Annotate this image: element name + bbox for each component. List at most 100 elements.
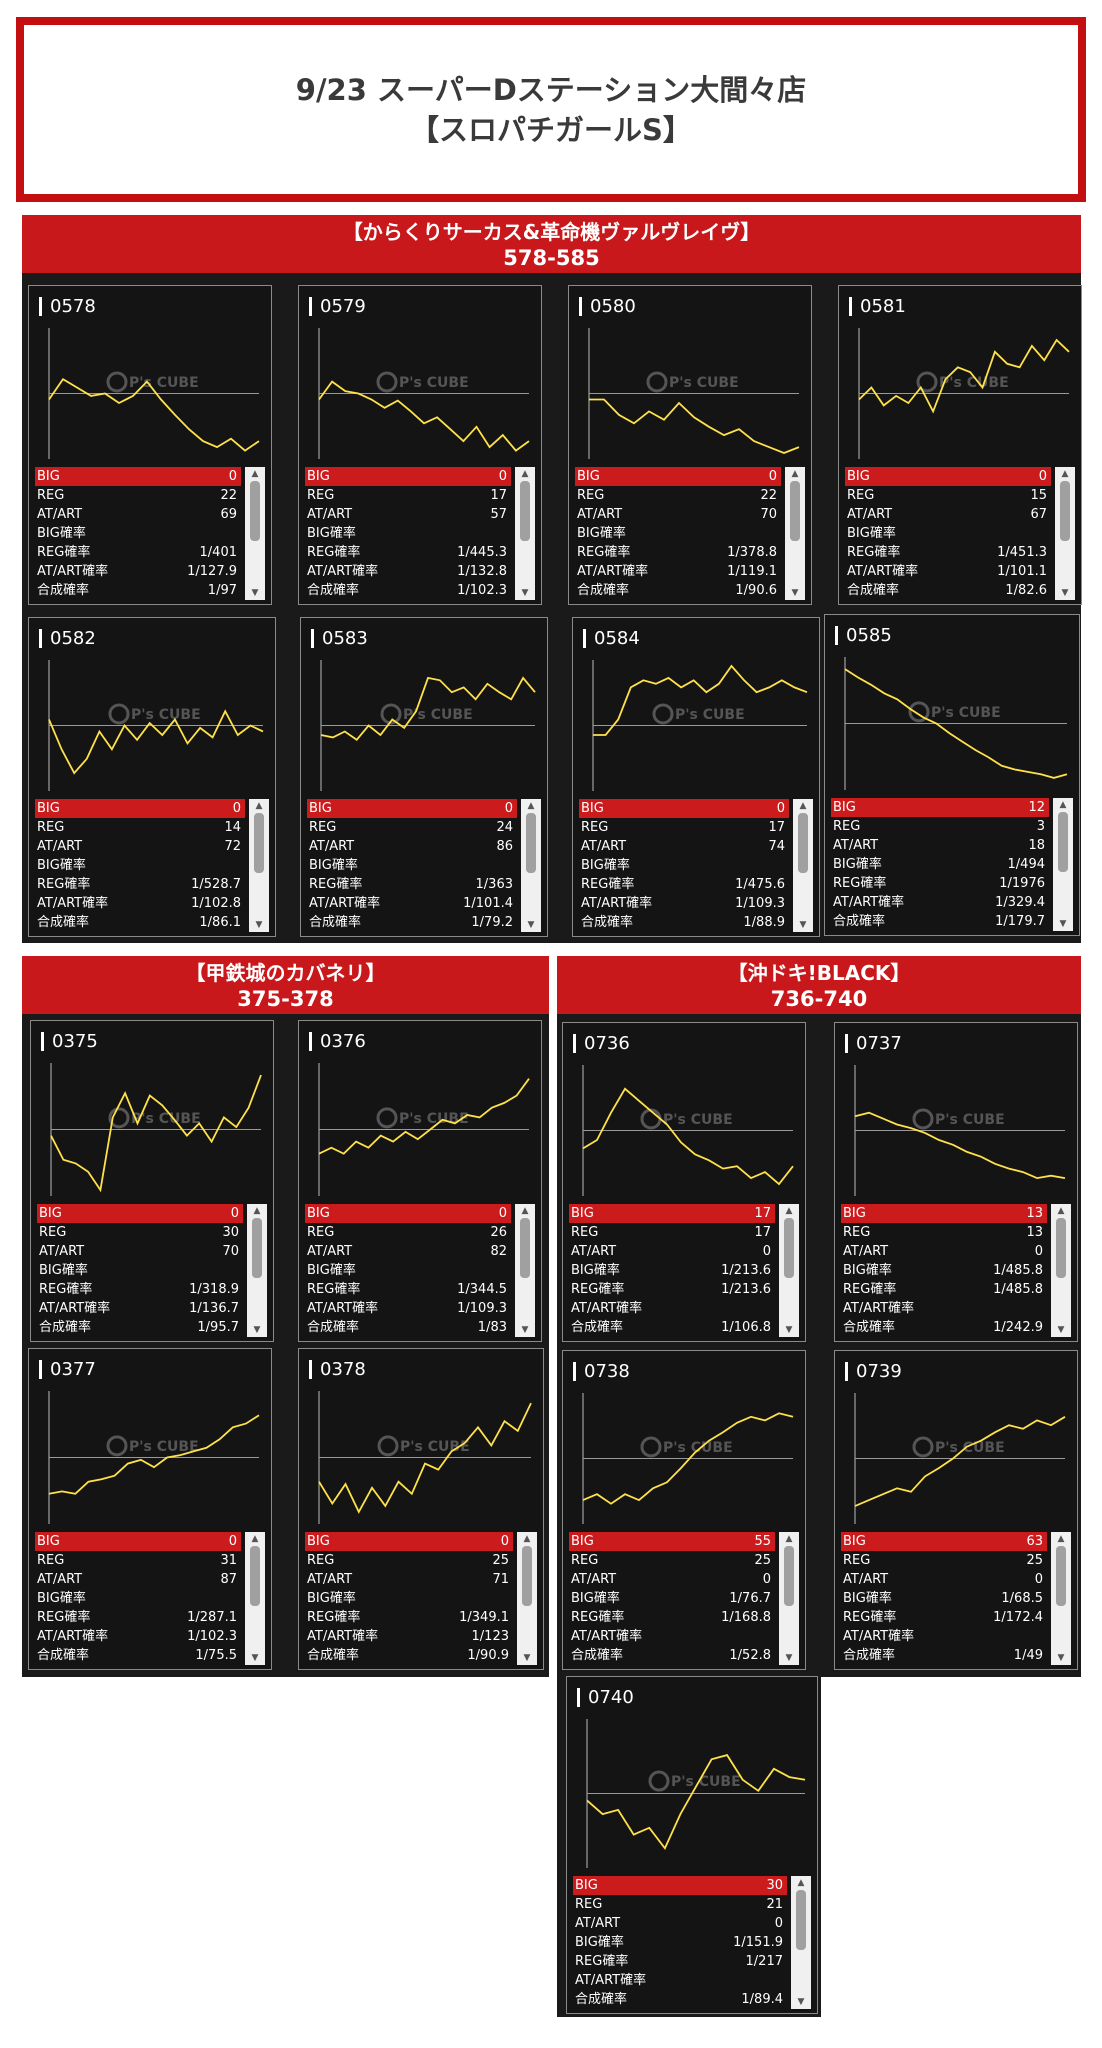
scroll-up-icon[interactable]: ▲ [1059, 800, 1067, 810]
stats-scrollbar[interactable]: ▲ ▼ [517, 1532, 537, 1665]
reg-prob-row: REG確率 1/318.9 [37, 1280, 243, 1299]
machine-card-0582: P's CUBE 0582 BIG 0 REG 14 AT/ART 72 BIG確率 REG確率 1… [28, 617, 276, 937]
scroll-up-icon[interactable]: ▲ [251, 1534, 259, 1544]
scroll-up-icon[interactable]: ▲ [1057, 1206, 1065, 1216]
scroll-down-icon[interactable]: ▼ [251, 1653, 259, 1663]
scroll-down-icon[interactable]: ▼ [1057, 1325, 1065, 1335]
scroll-thumb[interactable] [526, 813, 536, 873]
scroll-up-icon[interactable]: ▲ [791, 469, 799, 479]
stats-scrollbar[interactable]: ▲ ▼ [521, 799, 541, 932]
stats-scrollbar[interactable]: ▲ ▼ [779, 1532, 799, 1665]
scroll-thumb[interactable] [784, 1546, 794, 1606]
total-prob-row: 合成確率 1/179.7 [831, 912, 1049, 931]
scroll-down-icon[interactable]: ▼ [785, 1325, 793, 1335]
scroll-up-icon[interactable]: ▲ [799, 801, 807, 811]
watermark-icon [108, 703, 130, 725]
machine-number: 0375 [41, 1032, 98, 1051]
scroll-thumb[interactable] [522, 1546, 532, 1606]
stat-value: 0 [498, 469, 507, 484]
scroll-down-icon[interactable]: ▼ [523, 1653, 531, 1663]
scroll-up-icon[interactable]: ▲ [1061, 469, 1069, 479]
stats-scrollbar[interactable]: ▲ ▼ [515, 467, 535, 600]
stat-label: BIG [37, 1534, 60, 1549]
scroll-up-icon[interactable]: ▲ [797, 1878, 805, 1888]
scroll-down-icon[interactable]: ▼ [1057, 1653, 1065, 1663]
big-prob-row: BIG確率 1/494 [831, 855, 1049, 874]
scroll-up-icon[interactable]: ▲ [785, 1534, 793, 1544]
stat-label: REG [843, 1553, 871, 1568]
scroll-down-icon[interactable]: ▼ [1059, 919, 1067, 929]
scroll-thumb[interactable] [1060, 481, 1070, 541]
stat-label: BIG確率 [39, 1263, 88, 1278]
section-range: 578-585 [503, 246, 600, 270]
stats-scrollbar[interactable]: ▲ ▼ [245, 467, 265, 600]
watermark-icon [912, 1436, 934, 1458]
scroll-thumb[interactable] [520, 481, 530, 541]
scroll-up-icon[interactable]: ▲ [251, 469, 259, 479]
stats-scrollbar[interactable]: ▲ ▼ [1051, 1204, 1071, 1337]
stats-scrollbar[interactable]: ▲ ▼ [247, 1204, 267, 1337]
machine-card-0376: P's CUBE 0376 BIG 0 REG 26 AT/ART 82 BIG確率 REG確率 1… [298, 1020, 542, 1342]
scroll-thumb[interactable] [520, 1218, 530, 1278]
scroll-up-icon[interactable]: ▲ [521, 1206, 529, 1216]
machine-card-0739: P's CUBE 0739 BIG 63 REG 25 AT/ART 0 BIG確率 1/68.5… [834, 1350, 1078, 1670]
stats-scrollbar[interactable]: ▲ ▼ [791, 1876, 811, 2009]
scroll-up-icon[interactable]: ▲ [255, 801, 263, 811]
scroll-down-icon[interactable]: ▼ [785, 1653, 793, 1663]
section-header-okidoki: 【沖ドキ!BLACK】 736-740 [557, 956, 1081, 1014]
stat-label: REG [37, 820, 65, 835]
scroll-thumb[interactable] [250, 1546, 260, 1606]
scroll-thumb[interactable] [790, 481, 800, 541]
scroll-thumb[interactable] [798, 813, 808, 873]
scroll-thumb[interactable] [796, 1890, 806, 1950]
trend-graph: P's CUBE [50, 1063, 262, 1196]
stat-value: 31 [220, 1553, 237, 1568]
stat-value: 0 [776, 801, 785, 816]
scroll-thumb[interactable] [250, 481, 260, 541]
scroll-up-icon[interactable]: ▲ [523, 1534, 531, 1544]
machine-card-0378: P's CUBE 0378 BIG 0 REG 25 AT/ART 71 BIG確率 REG確率 1… [298, 1348, 544, 1670]
scroll-down-icon[interactable]: ▼ [255, 920, 263, 930]
section-range: 736-740 [770, 987, 868, 1011]
at-art-prob-row: AT/ART確率 1/136.7 [37, 1299, 243, 1318]
scroll-down-icon[interactable]: ▼ [799, 920, 807, 930]
reg-row: REG 25 [305, 1551, 513, 1570]
scroll-up-icon[interactable]: ▲ [253, 1206, 261, 1216]
scroll-up-icon[interactable]: ▲ [521, 469, 529, 479]
machine-card-0736: P's CUBE 0736 BIG 17 REG 17 AT/ART 0 BIG確率 1/213.… [562, 1022, 806, 1342]
scroll-down-icon[interactable]: ▼ [527, 920, 535, 930]
trend-line [48, 1414, 260, 1495]
scroll-down-icon[interactable]: ▼ [521, 588, 529, 598]
stats-scrollbar[interactable]: ▲ ▼ [515, 1204, 535, 1337]
scroll-thumb[interactable] [1058, 812, 1068, 872]
scroll-down-icon[interactable]: ▼ [797, 1997, 805, 2007]
scroll-up-icon[interactable]: ▲ [527, 801, 535, 811]
at-art-prob-row: AT/ART確率 1/101.1 [845, 562, 1051, 581]
stats-scrollbar[interactable]: ▲ ▼ [793, 799, 813, 932]
scroll-thumb[interactable] [784, 1218, 794, 1278]
watermark-logo: P's CUBE [669, 375, 739, 391]
scroll-down-icon[interactable]: ▼ [253, 1325, 261, 1335]
stats-table: BIG 0 REG 22 AT/ART 69 BIG確率 REG確率 1/401 AT/ART確率… [35, 467, 265, 600]
scroll-down-icon[interactable]: ▼ [521, 1325, 529, 1335]
stats-scrollbar[interactable]: ▲ ▼ [785, 467, 805, 600]
trend-graph: P's CUBE [586, 1719, 806, 1868]
scroll-thumb[interactable] [252, 1218, 262, 1278]
stats-scrollbar[interactable]: ▲ ▼ [245, 1532, 265, 1665]
scroll-up-icon[interactable]: ▲ [785, 1206, 793, 1216]
scroll-down-icon[interactable]: ▼ [791, 588, 799, 598]
stats-scrollbar[interactable]: ▲ ▼ [779, 1204, 799, 1337]
scroll-up-icon[interactable]: ▲ [1057, 1534, 1065, 1544]
scroll-thumb[interactable] [254, 813, 264, 873]
scroll-down-icon[interactable]: ▼ [251, 588, 259, 598]
scroll-down-icon[interactable]: ▼ [1061, 588, 1069, 598]
stats-scrollbar[interactable]: ▲ ▼ [249, 799, 269, 932]
scroll-thumb[interactable] [1056, 1218, 1066, 1278]
scroll-thumb[interactable] [1056, 1546, 1066, 1606]
trend-graph: P's CUBE [318, 1063, 530, 1196]
stats-scrollbar[interactable]: ▲ ▼ [1051, 1532, 1071, 1665]
watermark-icon [640, 1108, 662, 1130]
stat-value: 74 [768, 839, 785, 854]
stats-scrollbar[interactable]: ▲ ▼ [1055, 467, 1075, 600]
stats-scrollbar[interactable]: ▲ ▼ [1053, 798, 1073, 931]
